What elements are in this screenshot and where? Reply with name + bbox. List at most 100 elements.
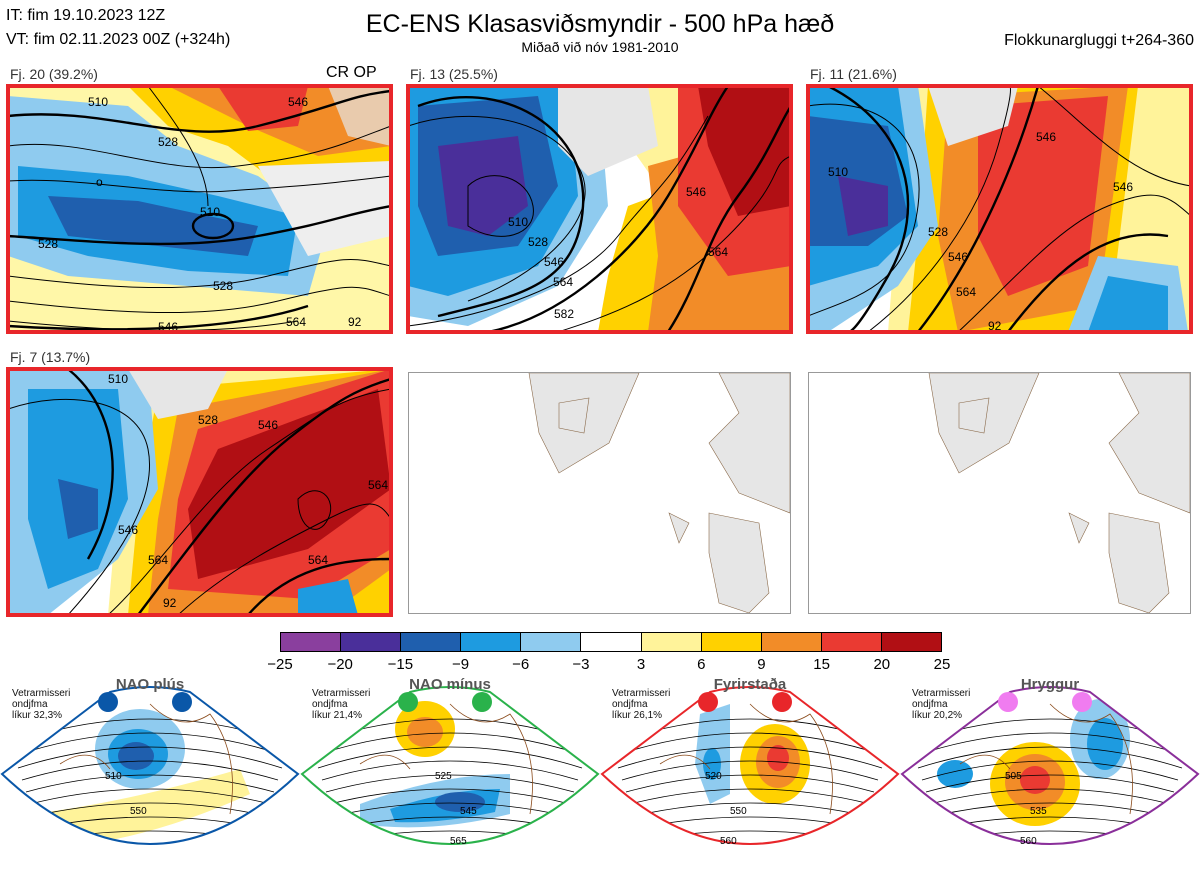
contour-label: 528: [928, 225, 948, 239]
colorbar-tick-label: 20: [873, 656, 891, 673]
page-subtitle: Miðað við nóv 1981-2010: [521, 39, 679, 55]
regime-panel: 505 535 560 Hryggur Vetrarmisseri ondjfma lí…: [900, 674, 1200, 870]
regime-title: NAO mínus: [409, 676, 491, 693]
colorbar-tick-label: 6: [697, 656, 706, 673]
contour-label: 546: [686, 185, 706, 199]
contour-label: 92: [163, 596, 177, 610]
regime-marker-dot: [398, 692, 418, 712]
contour-label: 510: [828, 165, 848, 179]
colorbar-tick-label: 15: [813, 656, 830, 673]
contour-label: 546: [288, 95, 308, 109]
contour-label: 564: [286, 315, 306, 329]
regime-marker-dot: [772, 692, 792, 712]
regime-marker-dot: [472, 692, 492, 712]
it-line: IT: fim 19.10.2023 12Z: [6, 7, 166, 24]
colorbar-tick-label: −3: [572, 656, 590, 673]
colorbar-segment: [821, 633, 882, 651]
page-title: EC-ENS Klasasviðsmyndir - 500 hPa hæð: [365, 10, 835, 38]
regime-marker-dot: [698, 692, 718, 712]
regime-contour-label: 565: [450, 836, 467, 847]
contour-label: 564: [148, 553, 168, 567]
regime-contour-label: 505: [1005, 771, 1022, 782]
regime-contour-label: 545: [460, 806, 477, 817]
regime-marker-dot: [172, 692, 192, 712]
contour-label: 546: [258, 418, 278, 432]
regime-marker-dot: [1072, 692, 1092, 712]
colorbar-tick-label: −15: [387, 656, 414, 673]
regime-panel: 510 550 NAO plús Vetrarmisseri ondjfma líku…: [0, 674, 300, 870]
regime-contour-label: 560: [720, 836, 737, 847]
regime-marker-dot: [998, 692, 1018, 712]
colorbar-segment: [581, 633, 642, 651]
colorbar-tick-label: −6: [512, 656, 530, 673]
contour-label: 528: [528, 235, 548, 249]
colorbar-segment: [281, 633, 342, 651]
cluster-map-3[interactable]: 510 528 546 564 546 546 92: [806, 84, 1193, 334]
colorbar-tick-label: 25: [933, 656, 951, 673]
regime-title: Fyrirstaða: [713, 676, 787, 693]
regime-contour-label: 510: [105, 771, 122, 782]
regime-panel: 525 545 565 NAO mínus Vetrarmisseri ondjfma …: [300, 674, 600, 870]
colorbar-tick-label: 9: [757, 656, 766, 673]
regime-map: 505 535 560: [900, 686, 1200, 847]
empty-map-6-svg: [928, 373, 1190, 613]
regime-probability-note: Vetrarmisseri ondjfma líkur 26,1%: [612, 688, 671, 721]
colorbar-segment: [341, 633, 402, 651]
colorbar-segment: [881, 633, 942, 651]
empty-map-5: [408, 372, 791, 614]
window-label: Flokkunargluggi t+264-360: [1004, 32, 1194, 49]
contour-label: 546: [544, 255, 564, 269]
colorbar: [280, 632, 942, 652]
contour-label: 564: [708, 245, 728, 259]
contour-label: 546: [118, 523, 138, 537]
regime-panel: 520 550 560 Fyrirstaða Vetrarmisseri ondjfma…: [600, 674, 900, 870]
contour-label: 528: [38, 237, 58, 251]
cluster-map-3-svg: 510 528 546 564 546 546 92: [808, 86, 1191, 332]
regime-contour-label: 525: [435, 771, 452, 782]
contour-label: 510: [88, 95, 108, 109]
regime-contour-label: 550: [130, 806, 147, 817]
contour-label: 546: [158, 320, 178, 332]
regime-title: NAO plús: [115, 676, 185, 693]
regime-probability-note: Vetrarmisseri ondjfma líkur 32,3%: [12, 688, 71, 721]
contour-label: 564: [308, 553, 328, 567]
cluster-map-1[interactable]: 510 528 o 510 528 528 546 546 564 92: [6, 84, 393, 334]
contour-label: 582: [554, 307, 574, 321]
contour-label: 528: [213, 279, 233, 293]
regime-probability-note: Vetrarmisseri ondjfma líkur 21,4%: [312, 688, 371, 721]
contour-label: 510: [508, 215, 528, 229]
colorbar-segment: [701, 633, 762, 651]
contour-label: 564: [368, 478, 388, 492]
contour-label: 546: [1113, 180, 1133, 194]
empty-map-5-svg: [528, 373, 790, 613]
panel-3-label: Fj. 11 (21.6%): [810, 66, 897, 82]
regime-probability-note: Vetrarmisseri ondjfma líkur 20,2%: [912, 688, 971, 721]
regime-map: 510 550: [0, 686, 300, 845]
contour-label: 564: [553, 275, 573, 289]
contour-label: 546: [948, 250, 968, 264]
contour-label: 92: [988, 319, 1002, 332]
colorbar-tick-label: −9: [451, 656, 470, 673]
colorbar-segment: [761, 633, 822, 651]
contour-label: 92: [348, 315, 362, 329]
cluster-map-1-svg: 510 528 o 510 528 528 546 546 564 92: [8, 86, 391, 332]
colorbar-segment: [401, 633, 462, 651]
cluster-map-4-svg: 528 546 546 564 564 564 92 510: [8, 369, 391, 615]
regime-title: Hryggur: [1020, 676, 1080, 693]
panel-4-label: Fj. 7 (13.7%): [10, 349, 91, 365]
regime-contour-label: 520: [705, 771, 722, 782]
cluster-map-2-svg: 510 528 546 564 582 546 564: [408, 86, 791, 332]
vt-line: VT: fim 02.11.2023 00Z (+324h): [6, 31, 231, 48]
colorbar-segment: [461, 633, 522, 651]
regime-map: 520 550 560: [600, 686, 900, 847]
contour-label: 528: [198, 413, 218, 427]
cluster-map-2[interactable]: 510 528 546 564 582 546 564: [406, 84, 793, 334]
empty-map-6: [808, 372, 1191, 614]
cluster-map-4[interactable]: 528 546 546 564 564 564 92 510: [6, 367, 393, 617]
contour-label: 564: [956, 285, 976, 299]
contour-label: 510: [200, 205, 220, 219]
colorbar-tick-label: 3: [636, 656, 646, 673]
contour-label: 528: [158, 135, 178, 149]
regime-contour-label: 535: [1030, 806, 1047, 817]
colorbar-segment: [521, 633, 582, 651]
